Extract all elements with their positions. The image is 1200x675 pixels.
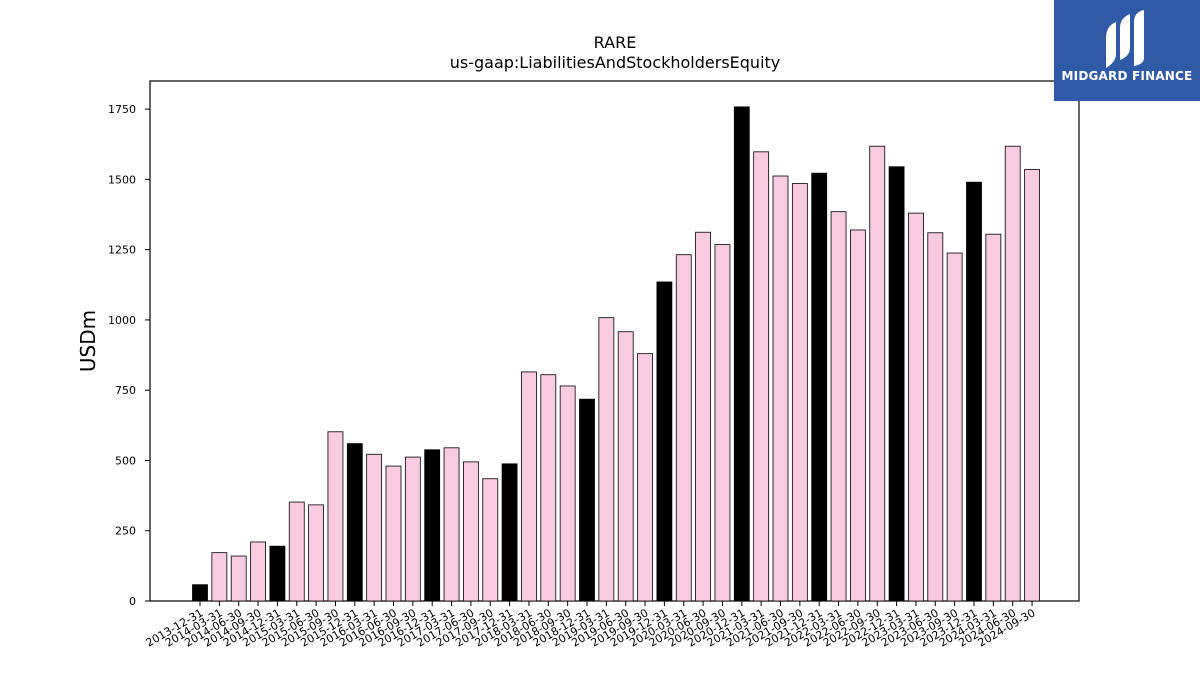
bar [385,465,402,602]
bar [830,211,847,602]
plot-frame [149,80,1080,602]
bar [269,545,286,602]
bar [946,252,963,602]
y-tick-label: 500 [115,454,136,467]
bar [811,172,828,602]
y-tick-label: 1250 [108,244,136,257]
bar [501,463,518,602]
bar [559,385,576,602]
logo: MIDGARD FINANCE [1054,0,1200,101]
y-axis: 0 250 500 750 1000 1250 1500 1750 [108,103,150,608]
bar [250,541,266,602]
y-tick-label: 1000 [108,314,136,327]
bar [637,353,653,602]
bar [966,181,982,602]
bar [927,232,944,602]
bar [482,478,499,602]
bar [308,504,325,602]
bar [1004,145,1021,602]
bar [714,244,731,602]
bar [1024,169,1040,602]
bars [192,106,1040,602]
bar [675,254,692,602]
midgard-m-logo-icon [1106,10,1144,68]
bar [327,431,344,602]
bar [908,212,924,602]
bar [443,447,460,602]
bar [733,106,750,602]
y-axis-label: USDm [76,310,100,372]
bar [579,398,595,602]
y-tick-label: 1750 [108,103,136,116]
bar [985,233,1002,602]
bar [598,317,615,602]
bar [288,501,305,602]
bar [772,175,789,602]
bar [540,374,557,602]
bar [656,281,673,602]
x-axis: 2013-12-312014-03-312014-06-302014-09-30… [144,601,1038,650]
bar [869,145,886,602]
bar [366,453,383,602]
bar [850,229,866,602]
bar [462,461,479,602]
bar [211,552,228,602]
bar [695,231,711,602]
y-tick-label: 750 [115,384,136,397]
y-tick-label: 0 [129,595,136,608]
bar [617,331,634,602]
bar [192,584,208,602]
bar [424,449,441,602]
bar [791,183,808,602]
chart-subtitle: us-gaap:LiabilitiesAndStockholdersEquity [450,53,781,72]
bar [346,443,363,602]
y-tick-label: 250 [115,525,136,538]
logo-text: MIDGARD FINANCE [1061,69,1193,83]
bar [888,166,905,602]
chart-title: RARE [594,33,637,52]
bar [404,456,421,602]
bar [753,151,770,602]
bar [230,555,247,602]
bar [521,371,537,602]
y-tick-label: 1500 [108,173,136,186]
